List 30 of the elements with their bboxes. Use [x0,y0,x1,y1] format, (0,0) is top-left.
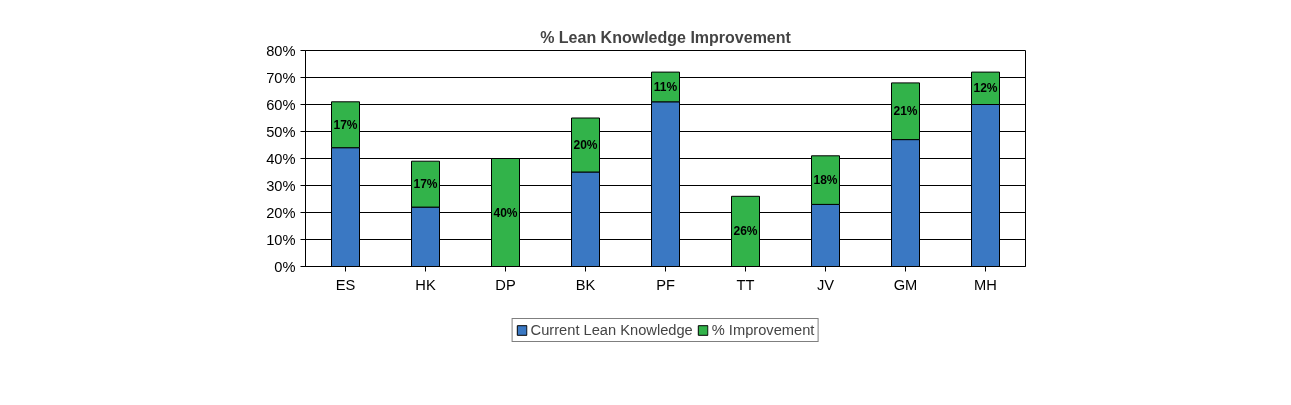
data-label: 26% [733,224,758,239]
y-tick-label: 20% [266,204,296,221]
legend-label: % Improvement [711,322,815,338]
y-tick-label: 0% [274,258,296,275]
legend-label: Current Lean Knowledge [530,322,693,338]
x-tick-label: ES [335,276,356,293]
data-label: 18% [813,173,838,188]
data-label: 21% [893,104,918,119]
x-tick-label: PF [656,276,675,293]
x-tick-label: HK [415,276,436,293]
data-label: 20% [573,138,598,152]
data-label: 17% [413,177,438,192]
x-tick-label: GM [893,276,918,293]
x-tick-label: BK [575,276,596,293]
y-tick-label: 40% [266,150,296,167]
y-tick-label: 10% [266,231,296,248]
x-tick-label: JV [816,276,835,293]
x-tick-label: DP [495,276,516,293]
x-tick-label: MH [974,276,997,293]
y-tick-label: 80% [266,42,296,59]
data-label: 11% [653,79,678,94]
y-tick-label: 70% [266,69,296,86]
x-tick-label: TT [736,276,755,293]
data-label: 17% [333,117,358,132]
chart-title: % Lean Knowledge Improvement [540,28,792,46]
data-label: 40% [493,205,518,220]
y-tick-label: 50% [266,123,296,140]
data-label: 12% [973,81,998,96]
y-tick-label: 60% [266,96,296,113]
y-tick-label: 30% [266,177,296,194]
